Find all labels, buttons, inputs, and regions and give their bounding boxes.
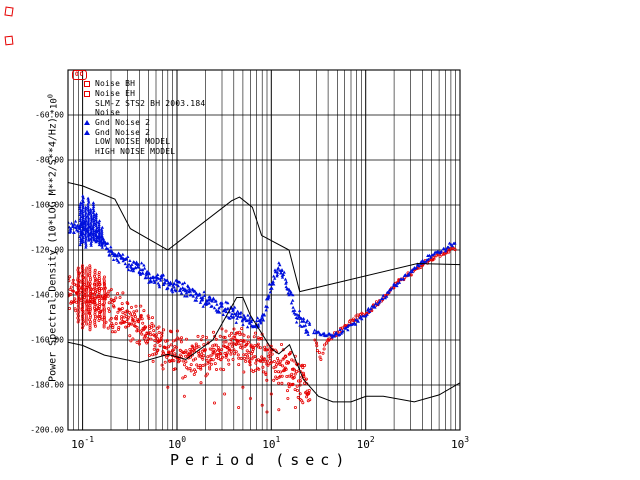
legend-item: Noise <box>84 108 205 118</box>
legend-item: Noise EH <box>84 89 205 99</box>
legend-item-label: Noise <box>95 108 121 118</box>
x-tick-label: 100 <box>168 435 186 451</box>
y-axis-tick-labels: -200.00 -180.00 -160.00 -140.00 -120.00 -100.… <box>30 111 64 435</box>
x-tick-label: 103 <box>451 435 469 451</box>
legend-item-label: SLM-Z STS2 BH 2003.184 <box>95 98 206 108</box>
legend-item-label: Gnd Noise 2 <box>95 127 151 137</box>
plot-frame <box>67 69 461 431</box>
series-gnd-noise <box>68 194 457 339</box>
y-axis-scale-label: *100 <box>46 81 60 115</box>
legend-item: Gnd Noise 2 <box>84 118 205 128</box>
red-square-marker-icon <box>84 80 90 87</box>
x-tick-label: 101 <box>262 435 280 451</box>
data-series <box>68 182 460 414</box>
legend-item: HIGH NOISE MODEL <box>84 147 205 157</box>
x-axis-tick-labels: 10-1 100 101 102 103 <box>71 435 469 451</box>
legend-item-label: Noise EH <box>95 89 136 99</box>
blue-triangle-marker-icon <box>84 129 90 135</box>
legend-item-label: HIGH NOISE MODEL <box>95 147 176 157</box>
legend-item-label: Noise BH <box>95 79 136 89</box>
x-tick-label: 102 <box>357 435 375 451</box>
y-tick-label: -140.00 <box>30 291 64 300</box>
y-tick-label: -60.00 <box>35 111 64 120</box>
legend-item-label: LOW NOISE MODEL <box>95 137 171 147</box>
series-high-noise-model <box>68 182 460 293</box>
x-tick-label: 10-1 <box>71 435 94 451</box>
blue-triangle-marker-icon <box>84 120 90 126</box>
series-noise-bh <box>68 246 457 414</box>
legend-item-label: Gnd Noise 2 <box>95 118 151 128</box>
legend-item: SLM-Z STS2 BH 2003.184 <box>84 98 205 108</box>
y-tick-label: -80.00 <box>35 156 64 165</box>
y-tick-label: -120.00 <box>30 246 64 255</box>
y-scale-base: *10 <box>49 98 60 115</box>
series-low-noise-model <box>68 297 460 403</box>
legend-item: Gnd Noise 2 <box>84 127 205 137</box>
y-tick-label: -180.00 <box>30 381 64 390</box>
legend-item: Noise BH <box>84 79 205 89</box>
x-axis-title: Period (sec) <box>170 451 351 469</box>
y-tick-label: -160.00 <box>30 336 64 345</box>
y-axis-title: Power Spectral Density (10*LOG M**2/S**4… <box>47 117 59 382</box>
red-oo-badge-icon: OO <box>72 70 88 80</box>
red-square-marker-icon <box>84 90 90 97</box>
y-tick-label: -100.00 <box>30 201 64 210</box>
y-tick-label: -200.00 <box>30 426 64 435</box>
legend: Noise BH Noise EH SLM-Z STS2 BH 2003.184 No… <box>84 79 205 157</box>
legend-item: LOW NOISE MODEL <box>84 137 205 147</box>
y-scale-exponent: 0 <box>46 94 55 99</box>
